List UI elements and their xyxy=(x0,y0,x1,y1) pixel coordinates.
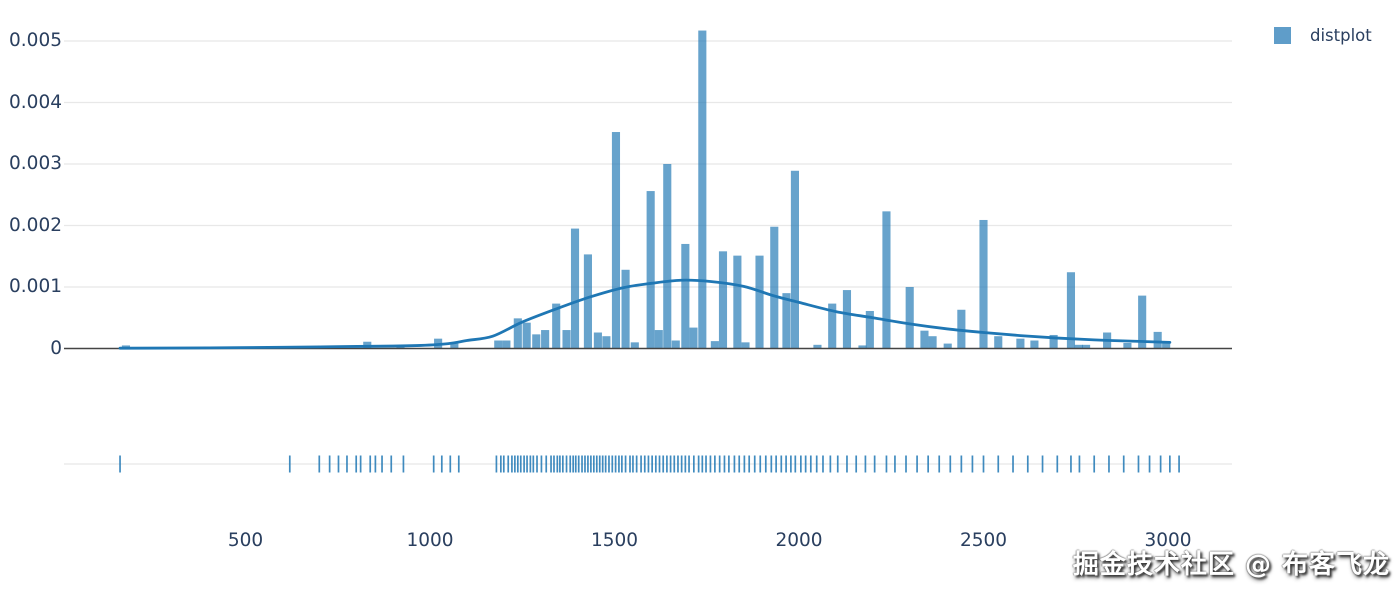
histogram-bar[interactable] xyxy=(593,332,602,349)
histogram-bar[interactable] xyxy=(828,303,837,349)
histogram-bar[interactable] xyxy=(790,170,799,349)
histogram-bar[interactable] xyxy=(882,211,891,349)
histogram-bar[interactable] xyxy=(858,345,867,349)
histogram-bar[interactable] xyxy=(532,334,541,349)
y-tick-label: 0 xyxy=(50,337,62,359)
histogram-bar[interactable] xyxy=(583,254,592,349)
histogram-bar[interactable] xyxy=(755,255,764,349)
histogram-bar[interactable] xyxy=(994,336,1003,349)
histogram-bar[interactable] xyxy=(979,219,988,349)
histogram-bar[interactable] xyxy=(1049,334,1058,349)
histogram-bar[interactable] xyxy=(1162,341,1171,349)
x-tick-label: 2000 xyxy=(775,530,823,551)
x-tick-label: 3000 xyxy=(1144,530,1192,551)
watermark-text: 掘金技术社区 @ 布客飞龙 xyxy=(1072,550,1390,580)
histogram-bar[interactable] xyxy=(770,226,779,349)
histogram-bar[interactable] xyxy=(1138,295,1147,349)
kde-curve[interactable] xyxy=(118,278,1172,350)
histogram-bar[interactable] xyxy=(450,343,459,349)
histogram-bar[interactable] xyxy=(681,243,690,349)
histogram-bar[interactable] xyxy=(513,318,522,349)
legend-swatch-icon[interactable] xyxy=(1274,27,1291,44)
histogram-bar[interactable] xyxy=(1082,344,1091,349)
histogram-bar[interactable] xyxy=(865,310,874,349)
histogram-bar[interactable] xyxy=(943,343,952,349)
histogram-bar[interactable] xyxy=(654,330,663,349)
histogram-bar[interactable] xyxy=(741,342,750,349)
histogram-bar[interactable] xyxy=(920,330,929,349)
histogram-bar[interactable] xyxy=(671,340,680,349)
x-tick-label: 2500 xyxy=(959,530,1008,551)
y-tick-label: 0.005 xyxy=(9,30,62,51)
histogram-bar[interactable] xyxy=(928,336,937,349)
histogram-bar[interactable] xyxy=(1066,272,1076,349)
histogram-bar[interactable] xyxy=(630,342,639,349)
histogram-bar[interactable] xyxy=(698,30,707,349)
histogram-bar[interactable] xyxy=(1153,331,1162,349)
x-tick-label: 500 xyxy=(227,530,264,551)
histogram-bar[interactable] xyxy=(1016,338,1025,349)
y-tick-label: 0.004 xyxy=(9,91,62,113)
x-tick-label: 1500 xyxy=(590,530,639,551)
y-tick-label: 0.001 xyxy=(9,276,62,297)
histogram-bar[interactable] xyxy=(782,293,791,349)
histogram-bar[interactable] xyxy=(621,269,630,349)
histogram-bar[interactable] xyxy=(710,341,719,349)
histogram-bar[interactable] xyxy=(733,255,742,349)
histogram-bar[interactable] xyxy=(602,336,611,349)
histogram-bar[interactable] xyxy=(611,132,621,349)
histogram-bar[interactable] xyxy=(494,340,503,349)
legend-label[interactable]: distplot xyxy=(1310,26,1372,45)
histogram-bar[interactable] xyxy=(689,327,698,349)
y-tick-label: 0.002 xyxy=(9,214,62,236)
histogram-bar[interactable] xyxy=(1123,342,1132,349)
histogram-bar[interactable] xyxy=(502,340,511,349)
y-tick-label: 0.003 xyxy=(9,153,62,174)
histogram-bar[interactable] xyxy=(552,303,561,349)
histogram-bar[interactable] xyxy=(813,344,822,349)
histogram-bar[interactable] xyxy=(663,164,672,349)
histogram-bar[interactable] xyxy=(842,290,852,349)
histogram-bar[interactable] xyxy=(541,330,550,349)
histogram-bar[interactable] xyxy=(522,322,531,349)
histogram-bar[interactable] xyxy=(1074,344,1083,349)
legend[interactable]: distplot xyxy=(1274,26,1372,45)
histogram-bar[interactable] xyxy=(1030,340,1039,349)
histogram-bar[interactable] xyxy=(718,251,728,349)
x-tick-label: 1000 xyxy=(406,530,454,551)
histogram-bar[interactable] xyxy=(570,228,580,349)
histogram-bar[interactable] xyxy=(562,330,571,349)
histogram-bar[interactable] xyxy=(905,287,914,349)
histogram-bar[interactable] xyxy=(646,191,655,349)
